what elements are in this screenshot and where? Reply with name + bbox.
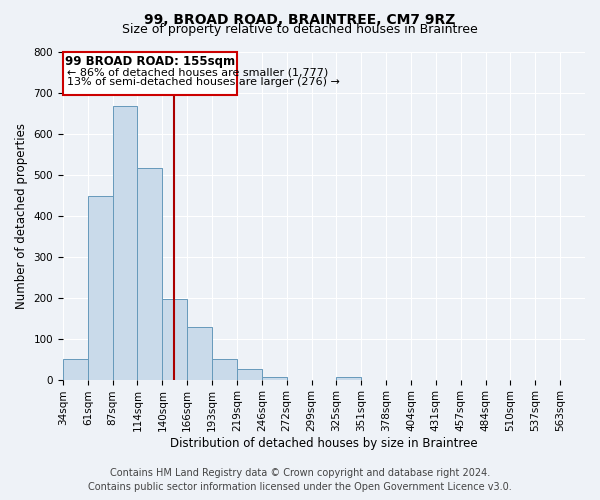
Text: 99 BROAD ROAD: 155sqm: 99 BROAD ROAD: 155sqm (65, 55, 235, 68)
Bar (337, 376, 361, 380)
Y-axis label: Number of detached properties: Number of detached properties (15, 122, 28, 308)
Bar (113, 106, 137, 380)
Bar (163, 299, 187, 380)
Text: ← 86% of detached houses are smaller (1,777): ← 86% of detached houses are smaller (1,… (67, 67, 328, 77)
Text: Contains HM Land Registry data © Crown copyright and database right 2024.
Contai: Contains HM Land Registry data © Crown c… (88, 468, 512, 492)
FancyBboxPatch shape (63, 52, 237, 94)
Bar (262, 376, 287, 380)
Text: Size of property relative to detached houses in Braintree: Size of property relative to detached ho… (122, 24, 478, 36)
Bar (137, 168, 163, 380)
Text: 99, BROAD ROAD, BRAINTREE, CM7 9RZ: 99, BROAD ROAD, BRAINTREE, CM7 9RZ (145, 12, 455, 26)
Bar (63, 359, 88, 380)
Bar (187, 327, 212, 380)
X-axis label: Distribution of detached houses by size in Braintree: Distribution of detached houses by size … (170, 437, 478, 450)
Bar (88, 196, 113, 380)
Text: 13% of semi-detached houses are larger (276) →: 13% of semi-detached houses are larger (… (67, 77, 340, 87)
Bar (212, 359, 237, 380)
Bar (237, 368, 262, 380)
